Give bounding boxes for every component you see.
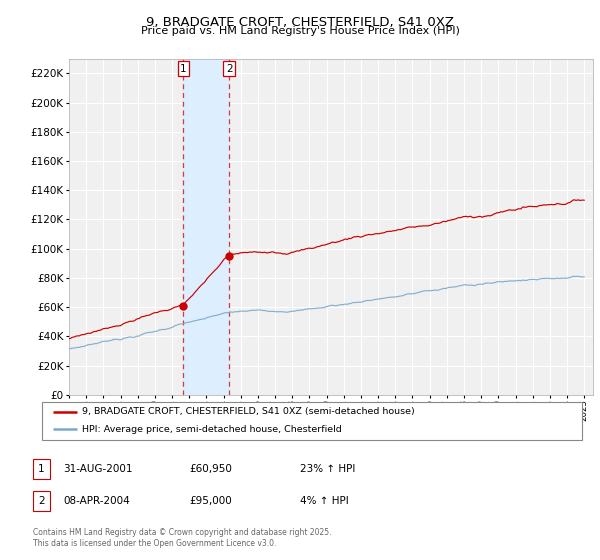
Text: 1: 1 bbox=[180, 64, 187, 74]
Bar bbox=[184, 59, 229, 395]
Text: 9, BRADGATE CROFT, CHESTERFIELD, S41 0XZ (semi-detached house): 9, BRADGATE CROFT, CHESTERFIELD, S41 0XZ… bbox=[83, 407, 415, 416]
Text: 31-AUG-2001: 31-AUG-2001 bbox=[63, 464, 133, 474]
Text: Price paid vs. HM Land Registry's House Price Index (HPI): Price paid vs. HM Land Registry's House … bbox=[140, 26, 460, 36]
Text: 08-APR-2004: 08-APR-2004 bbox=[63, 496, 130, 506]
Text: 9, BRADGATE CROFT, CHESTERFIELD, S41 0XZ: 9, BRADGATE CROFT, CHESTERFIELD, S41 0XZ bbox=[146, 16, 454, 29]
Text: 2: 2 bbox=[38, 496, 45, 506]
Text: £95,000: £95,000 bbox=[189, 496, 232, 506]
Text: 1: 1 bbox=[38, 464, 45, 474]
FancyBboxPatch shape bbox=[42, 402, 582, 440]
Text: 23% ↑ HPI: 23% ↑ HPI bbox=[300, 464, 355, 474]
Text: HPI: Average price, semi-detached house, Chesterfield: HPI: Average price, semi-detached house,… bbox=[83, 425, 342, 434]
Text: Contains HM Land Registry data © Crown copyright and database right 2025.
This d: Contains HM Land Registry data © Crown c… bbox=[33, 528, 331, 548]
Text: £60,950: £60,950 bbox=[189, 464, 232, 474]
Text: 4% ↑ HPI: 4% ↑ HPI bbox=[300, 496, 349, 506]
Text: 2: 2 bbox=[226, 64, 233, 74]
